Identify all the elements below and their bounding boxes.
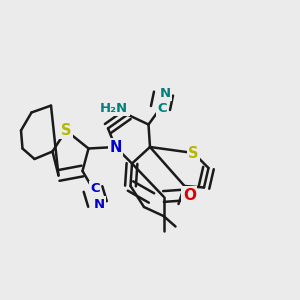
Text: H₂N: H₂N bbox=[100, 102, 128, 115]
Text: O: O bbox=[183, 188, 196, 202]
Text: C: C bbox=[158, 101, 167, 115]
Text: N: N bbox=[160, 87, 171, 100]
Text: N: N bbox=[109, 140, 122, 154]
Text: S: S bbox=[61, 123, 71, 138]
Text: C: C bbox=[90, 182, 100, 196]
Text: S: S bbox=[188, 146, 199, 160]
Text: N: N bbox=[94, 197, 105, 211]
